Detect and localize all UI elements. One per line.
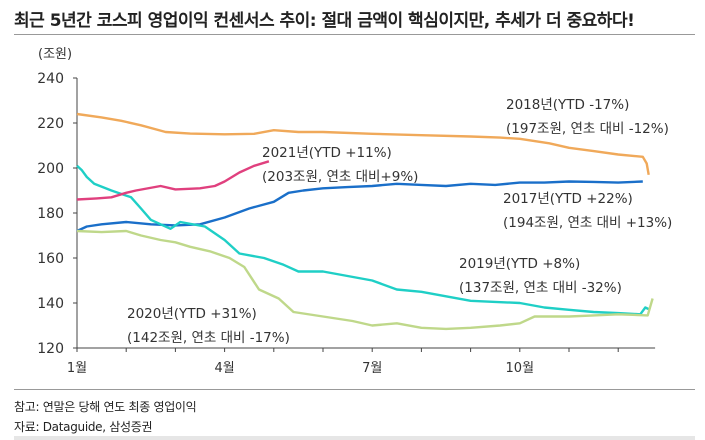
y-tick-label: 200 — [37, 161, 64, 177]
series-line-2018 — [76, 112, 650, 176]
footnote: 참고: 연말은 당해 연도 최종 영업이익 — [14, 400, 197, 414]
x-tick-label: 10월 — [506, 361, 535, 376]
y-tick-label: 120 — [37, 341, 64, 357]
series-line-2021 — [76, 160, 270, 201]
annotation-2019-title: 2019년(YTD +8%) — [459, 256, 580, 272]
y-tick-label: 240 — [37, 71, 64, 87]
x-tick-label: 1월 — [67, 361, 87, 376]
y-tick-label: 140 — [37, 296, 64, 312]
series-line-2019 — [76, 164, 651, 316]
annotation-2021-title: 2021년(YTD +11%) — [262, 145, 392, 161]
x-tick-label: 4월 — [214, 361, 234, 376]
y-tick-label: 180 — [37, 206, 64, 222]
series-line-2020 — [76, 229, 654, 331]
x-tick-label: 7월 — [362, 361, 382, 376]
annotation-2017-title: 2017년(YTD +22%) — [503, 191, 633, 207]
annotation-2018-title: 2018년(YTD -17%) — [506, 97, 629, 113]
annotation-2019-detail: (137조원, 연초 대비 -32%) — [459, 280, 622, 296]
y-tick-label: 220 — [37, 116, 64, 132]
chart-title: 최근 5년간 코스피 영업이익 컨센서스 추이: 절대 금액이 핵심이지만, 추… — [14, 11, 635, 31]
annotation-2017-detail: (194조원, 연초 대비 +13%) — [503, 215, 672, 231]
annotation-2021-detail: (203조원, 연초 대비+9%) — [262, 169, 418, 185]
annotation-2020-title: 2020년(YTD +31%) — [127, 306, 257, 322]
source-note: 자료: Dataguide, 삼성증권 — [14, 420, 153, 434]
y-axis-unit-label: (조원) — [38, 47, 72, 62]
title-divider — [14, 34, 695, 35]
series-line-2017 — [76, 180, 643, 233]
annotation-2020-detail: (142조원, 연초 대비 -17%) — [127, 330, 290, 346]
bottom-band — [14, 436, 695, 440]
footer-divider — [14, 389, 695, 390]
y-tick-label: 160 — [37, 251, 64, 267]
annotation-2018-detail: (197조원, 연초 대비 -12%) — [506, 121, 669, 137]
